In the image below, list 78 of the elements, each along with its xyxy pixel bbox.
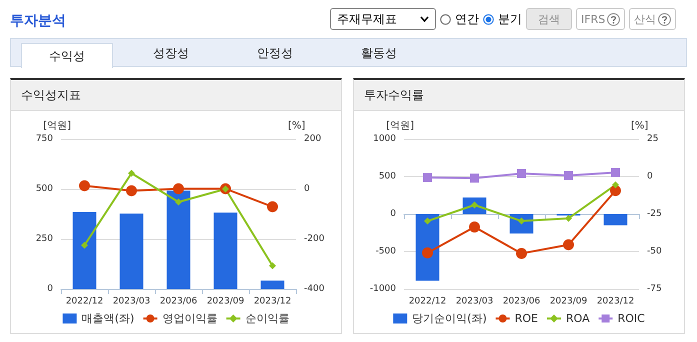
x-tick-label: 2022/12 bbox=[66, 296, 104, 306]
text: 수익성 bbox=[21, 43, 113, 68]
chart-title: 투자수익률 bbox=[354, 80, 684, 111]
text: 주재무제표 bbox=[337, 10, 397, 28]
point bbox=[469, 222, 480, 233]
y-axis-title: [억원] bbox=[43, 120, 72, 132]
point bbox=[565, 214, 572, 222]
point bbox=[128, 170, 135, 177]
point bbox=[126, 185, 137, 196]
x-tick-label: 2023/06 bbox=[502, 296, 540, 306]
point bbox=[611, 168, 620, 177]
text: 산식 bbox=[629, 8, 676, 30]
y-tick-label: 750 bbox=[36, 134, 54, 144]
point bbox=[422, 247, 433, 258]
point bbox=[610, 185, 621, 196]
y2-tick-label: -25 bbox=[647, 209, 662, 219]
point bbox=[81, 242, 88, 249]
point bbox=[564, 170, 573, 180]
text: IFRS bbox=[576, 8, 626, 30]
y-axis-title: [억원] bbox=[386, 120, 414, 132]
y2-tick-label: -200 bbox=[304, 234, 325, 244]
y-tick-label: 500 bbox=[36, 184, 54, 194]
y-tick-label: 250 bbox=[36, 234, 54, 244]
x-tick-label: 2023/03 bbox=[456, 296, 494, 306]
point bbox=[424, 218, 431, 225]
x-tick-label: 2023/03 bbox=[112, 296, 150, 306]
point bbox=[79, 180, 90, 192]
legend-label: ROE bbox=[514, 312, 538, 325]
point bbox=[423, 173, 432, 182]
y2-tick-label: -75 bbox=[647, 284, 662, 294]
point bbox=[173, 183, 184, 194]
y2-tick-label: 200 bbox=[304, 134, 322, 144]
x-tick-label: 2023/12 bbox=[596, 296, 634, 306]
y-tick-label: -500 bbox=[376, 246, 396, 256]
legend-label: 매출액(좌) bbox=[82, 312, 134, 325]
chart-title: 수익성지표 bbox=[11, 80, 341, 111]
x-tick-label: 2023/09 bbox=[206, 296, 244, 306]
bar bbox=[214, 212, 238, 289]
text: 검색 bbox=[526, 8, 572, 30]
bar bbox=[260, 280, 284, 289]
legend-label: ROIC bbox=[618, 312, 646, 325]
x-tick-label: 2022/12 bbox=[408, 296, 446, 306]
point bbox=[612, 181, 619, 188]
bar bbox=[72, 212, 96, 289]
legend-label: 순이익률 bbox=[245, 312, 290, 325]
y2-axis-title: [%] bbox=[288, 120, 306, 132]
point bbox=[563, 239, 574, 250]
legend-label: ROA bbox=[566, 312, 590, 325]
bar bbox=[120, 214, 144, 289]
y2-tick-label: 25 bbox=[647, 134, 658, 144]
y2-axis-title: [%] bbox=[631, 120, 648, 132]
y-tick-label: 0 bbox=[390, 209, 396, 219]
y2-tick-label: -400 bbox=[304, 284, 325, 294]
legend-label: 당기순이익(좌) bbox=[412, 312, 487, 325]
x-tick-label: 2023/12 bbox=[254, 296, 292, 306]
x-tick-label: 2023/09 bbox=[550, 296, 588, 306]
point bbox=[516, 248, 527, 259]
y2-tick-label: 0 bbox=[647, 172, 653, 182]
y-tick-label: 0 bbox=[47, 284, 54, 294]
text: 활동성 bbox=[360, 44, 398, 62]
y-tick-label: -1000 bbox=[370, 284, 396, 294]
point bbox=[267, 201, 278, 212]
text: 안정성 bbox=[256, 44, 294, 62]
legend-label: 영업이익률 bbox=[162, 312, 218, 325]
y-tick-label: 1000 bbox=[373, 134, 396, 144]
point bbox=[517, 169, 526, 178]
text: 분기 bbox=[498, 10, 522, 28]
x-tick-label: 2023/06 bbox=[160, 296, 198, 306]
text: 연간 bbox=[455, 10, 479, 28]
y-tick-label: 500 bbox=[378, 172, 396, 182]
point bbox=[269, 262, 276, 270]
y2-tick-label: -50 bbox=[647, 246, 662, 256]
bar bbox=[166, 190, 190, 289]
y2-tick-label: 0 bbox=[304, 184, 310, 194]
point bbox=[470, 174, 479, 183]
text: 투자분석 bbox=[10, 12, 66, 30]
text: 성장성 bbox=[152, 44, 190, 62]
point bbox=[175, 198, 182, 206]
